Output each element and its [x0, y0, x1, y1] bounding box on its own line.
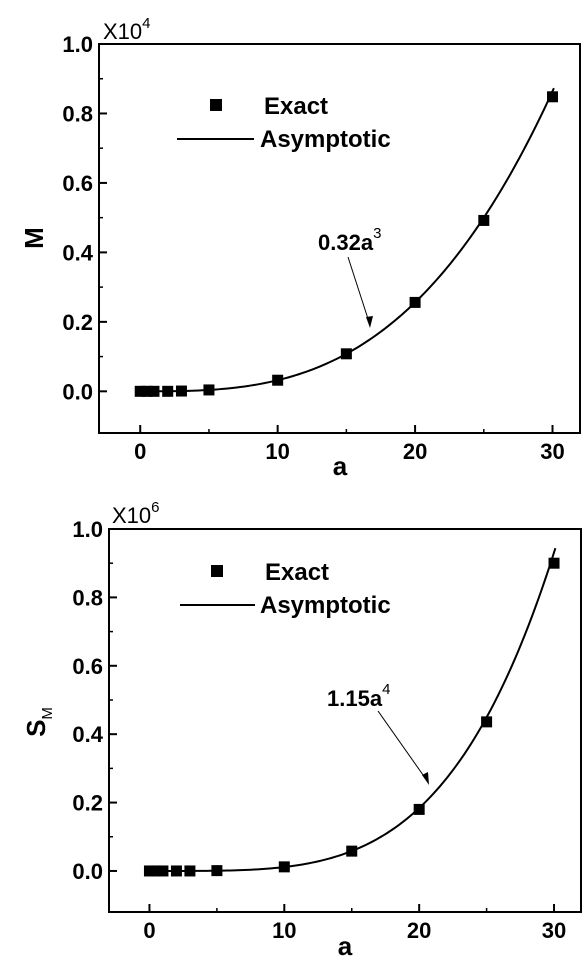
legend-label-asymptotic: Asymptotic — [260, 126, 391, 153]
x-tick-label: 30 — [540, 439, 564, 464]
y-tick-label: 0.4 — [72, 722, 103, 747]
legend-label-asymptotic: Asymptotic — [260, 592, 391, 619]
annotation-label: 1.15a4 — [327, 681, 390, 711]
y-tick-label: 0.6 — [62, 171, 93, 196]
plot-frame — [108, 528, 582, 913]
exact-point — [162, 385, 174, 397]
exact-point — [413, 803, 425, 815]
x-tick-label: 10 — [272, 918, 296, 943]
plot-frame — [98, 43, 581, 434]
y-tick-label: 0.0 — [72, 859, 103, 884]
exact-point — [134, 385, 146, 397]
exact-point — [346, 845, 358, 857]
y-axis-label: SM — [21, 707, 56, 737]
exact-points — [143, 557, 560, 877]
legend: Exact Asymptotic — [180, 559, 391, 619]
y-tick-label: 0.8 — [72, 585, 103, 610]
x-tick-label: 20 — [407, 918, 431, 943]
exact-point — [211, 865, 223, 877]
legend-marker-exact — [211, 565, 223, 577]
y-tick-label: 0.0 — [62, 379, 93, 404]
y-tick-label: 0.8 — [62, 101, 93, 126]
exact-point — [157, 865, 169, 877]
exact-point — [170, 865, 182, 877]
legend: Exact Asymptotic — [177, 93, 391, 153]
annotation-arrowhead — [366, 316, 373, 328]
x-axis-label: a — [333, 451, 348, 481]
y-tick-label: 0.4 — [62, 240, 93, 265]
x-axis-ticks: 0 10 20 30 — [134, 425, 565, 464]
exact-point — [203, 384, 215, 396]
y-tick-label: 1.0 — [72, 517, 103, 542]
exact-point — [150, 865, 162, 877]
exact-point — [175, 385, 187, 397]
annotation: 0.32a3 — [318, 225, 381, 328]
exact-point — [409, 296, 421, 308]
exact-point — [340, 348, 352, 360]
legend-marker-exact — [210, 99, 222, 111]
x-tick-label: 30 — [542, 918, 566, 943]
x-tick-label: 10 — [265, 439, 289, 464]
annotation-arrowhead — [422, 772, 429, 785]
exact-point — [272, 374, 284, 386]
x-tick-label: 0 — [143, 918, 155, 943]
exact-point — [148, 385, 160, 397]
chart-panel-m: 0 10 20 30 0.0 0.2 0.4 0.6 0.8 1.0 X104 M a Exac… — [19, 15, 581, 481]
exact-point — [143, 865, 155, 877]
exact-point — [548, 557, 560, 569]
y-axis-ticks: 0.0 0.2 0.4 0.6 0.8 1.0 — [62, 32, 107, 404]
exact-point — [478, 214, 490, 226]
annotation-arrow — [347, 256, 371, 326]
x-axis-label: a — [338, 931, 353, 961]
chart-panel-sm: 0 10 20 30 0.0 0.2 0.4 0.6 0.8 1.0 X106 SM a Exa… — [21, 499, 582, 961]
annotation: 1.15a4 — [327, 681, 429, 785]
exact-point — [278, 861, 290, 873]
y-multiplier: X106 — [112, 499, 160, 528]
x-tick-label: 20 — [403, 439, 427, 464]
y-axis-label: M — [19, 227, 49, 249]
y-multiplier: X104 — [103, 15, 151, 44]
exact-point — [547, 91, 559, 103]
annotation-arrow — [377, 710, 429, 783]
exact-point — [184, 865, 196, 877]
legend-label-exact: Exact — [264, 93, 328, 120]
exact-point — [481, 716, 493, 728]
exact-points — [134, 91, 559, 397]
y-tick-label: 0.2 — [72, 791, 103, 816]
x-tick-label: 0 — [134, 439, 146, 464]
y-tick-label: 0.6 — [72, 654, 103, 679]
y-axis-ticks: 0.0 0.2 0.4 0.6 0.8 1.0 — [72, 517, 117, 884]
x-axis-ticks: 0 10 20 30 — [143, 904, 566, 943]
annotation-label: 0.32a3 — [318, 225, 381, 255]
y-tick-label: 0.2 — [62, 310, 93, 335]
legend-label-exact: Exact — [265, 559, 329, 586]
y-tick-label: 1.0 — [62, 32, 93, 57]
exact-point — [141, 385, 153, 397]
